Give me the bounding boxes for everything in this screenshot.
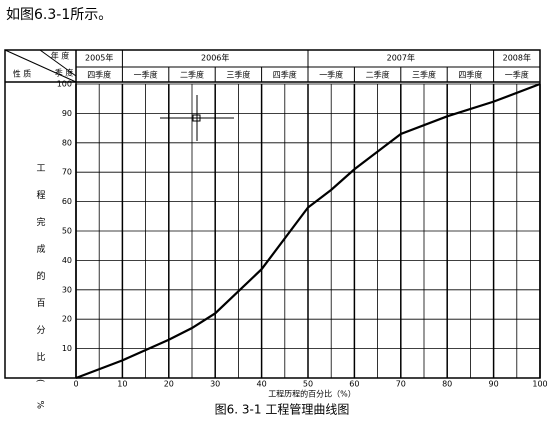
- progress-curve: [75, 82, 541, 380]
- y-tick-label: 60: [62, 197, 72, 206]
- y-tick-label: 20: [62, 315, 72, 324]
- x-tick-label: 80: [442, 380, 452, 389]
- y-tick-label: 100: [57, 80, 72, 89]
- corner-label: 性 质: [13, 69, 32, 79]
- year-label: 2008年: [503, 53, 531, 63]
- y-tick-label: 80: [62, 138, 72, 147]
- y-tick-label: 30: [62, 285, 72, 294]
- year-label: 2005年: [85, 53, 113, 63]
- corner-diagonal: [39, 49, 77, 77]
- y-axis-title: 工程完成的百分比(%): [35, 163, 46, 427]
- frame: [4, 49, 541, 379]
- caption: 图6. 3-1 工程管理曲线图: [215, 402, 350, 417]
- year-label: 2006年: [201, 53, 229, 63]
- x-tick-label: 100: [532, 380, 547, 389]
- corner-label: 季 度: [55, 68, 74, 78]
- quarter-label: 一季度: [505, 70, 529, 80]
- cross-box: [192, 114, 201, 122]
- x-tick-label: 70: [396, 380, 406, 389]
- quarter-label: 四季度: [87, 70, 111, 80]
- quarter-label: 四季度: [273, 70, 297, 80]
- y-tick-label: 40: [62, 256, 72, 265]
- y-tick-label: 50: [62, 227, 72, 236]
- quarter-label: 二季度: [366, 70, 390, 80]
- quarter-label: 三季度: [226, 70, 250, 80]
- quarter-label: 二季度: [180, 70, 204, 80]
- x-tick-label: 50: [303, 380, 313, 389]
- x-tick-label: 60: [349, 380, 359, 389]
- quarter-label: 三季度: [412, 70, 436, 80]
- x-axis-title: 工程历程的百分比（%）: [268, 389, 356, 399]
- annotation-cross: [160, 95, 234, 141]
- year-label: 2007年: [387, 53, 415, 63]
- x-tick-label: 10: [117, 380, 127, 389]
- quarter-label: 四季度: [458, 70, 482, 80]
- y-tick-label: 90: [62, 109, 72, 118]
- quarter-label: 一季度: [319, 70, 343, 80]
- y-tick-label: 70: [62, 168, 72, 177]
- x-tick-label: 90: [489, 380, 499, 389]
- x-tick-label: 30: [210, 380, 220, 389]
- corner-diagonal: [4, 49, 77, 83]
- x-tick-label: 20: [164, 380, 174, 389]
- x-tick-label: 0: [73, 380, 78, 389]
- intro-text: 如图6.3-1所示。: [6, 7, 112, 23]
- quarter-label: 一季度: [134, 70, 158, 80]
- x-tick-label: 40: [257, 380, 267, 389]
- corner-label: 年 度: [51, 51, 70, 61]
- y-tick-label: 10: [62, 344, 72, 353]
